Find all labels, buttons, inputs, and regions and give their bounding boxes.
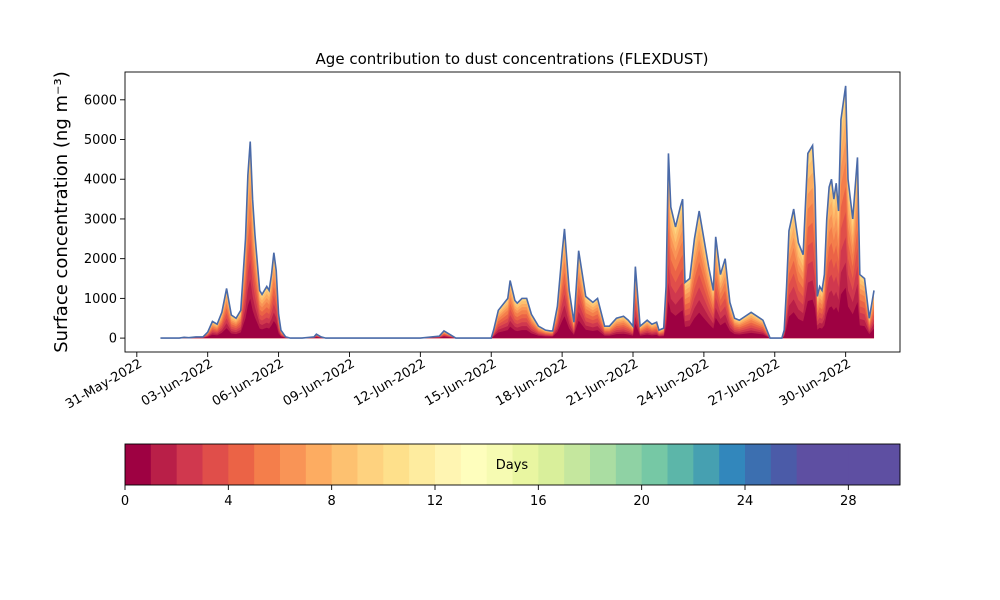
colorbar-cell	[538, 444, 565, 485]
y-axis-label: Surface concentration (ng m⁻³)	[51, 71, 72, 353]
colorbar-tick-label: 12	[427, 494, 444, 509]
x-tick-label: 06-Jun-2022	[210, 356, 287, 409]
x-tick-label: 12-Jun-2022	[352, 356, 429, 409]
y-axis-ticks: 0 1000 2000 3000 4000 5000 6000	[84, 93, 125, 347]
colorbar-tick-label: 24	[737, 494, 754, 509]
colorbar-cell	[848, 444, 875, 485]
colorbar-cell	[667, 444, 694, 485]
colorbar-cell	[383, 444, 410, 485]
age-contribution-layers	[160, 85, 875, 339]
colorbar-cell	[331, 444, 358, 485]
total-concentration-line	[160, 85, 875, 339]
x-tick-label: 15-Jun-2022	[422, 356, 499, 409]
x-tick-label: 21-Jun-2022	[564, 356, 641, 409]
colorbar-tick-label: 28	[840, 494, 857, 509]
y-tick-label: 4000	[84, 173, 117, 188]
colorbar-cell	[254, 444, 281, 485]
colorbar-cell	[512, 444, 539, 485]
y-tick-label: 3000	[84, 212, 117, 227]
plot-area: 0 1000 2000 3000 4000 5000 6000 31-May-202203-…	[63, 71, 901, 412]
colorbar-cell	[280, 444, 307, 485]
colorbar-frame	[124, 443, 901, 486]
x-tick-label: 03-Jun-2022	[139, 356, 216, 409]
colorbar-cell	[590, 444, 617, 485]
colorbar-cell	[125, 444, 152, 485]
y-tick-label: 1000	[84, 292, 117, 307]
colorbar-cell	[693, 444, 720, 485]
colorbar-cell	[874, 444, 901, 485]
colorbar-cell	[460, 444, 488, 485]
y-tick-label: 5000	[84, 133, 117, 148]
x-axis-ticks: 31-May-202203-Jun-202206-Jun-202209-Jun-…	[63, 352, 854, 412]
axes-frame	[124, 71, 901, 353]
colorbar-cell	[564, 444, 591, 485]
colorbar-cell	[409, 444, 436, 485]
colorbar-cell	[357, 444, 384, 485]
colorbar: Days 0 4 8 12 16 20 24 28	[121, 443, 901, 509]
x-tick-label: 27-Jun-2022	[706, 356, 783, 409]
colorbar-cells	[125, 444, 901, 485]
x-tick-label: 09-Jun-2022	[281, 356, 358, 409]
x-tick-label: 31-May-2022	[63, 356, 145, 412]
colorbar-cell	[745, 444, 772, 485]
chart-title: Age contribution to dust concentrations …	[316, 50, 709, 68]
y-tick-label: 2000	[84, 252, 117, 267]
colorbar-cell	[202, 444, 229, 485]
colorbar-tick-label: 4	[224, 494, 232, 509]
colorbar-cell	[770, 444, 798, 485]
x-tick-label: 30-Jun-2022	[777, 356, 854, 409]
colorbar-cell	[150, 444, 178, 485]
colorbar-cell	[641, 444, 668, 485]
colorbar-cell	[615, 444, 643, 485]
y-tick-label: 6000	[84, 93, 117, 108]
colorbar-ticks: 0 4 8 12 16 20 24 28	[121, 485, 857, 509]
colorbar-tick-label: 0	[121, 494, 129, 509]
x-tick-label: 24-Jun-2022	[635, 356, 712, 409]
colorbar-tick-label: 16	[530, 494, 547, 509]
colorbar-cell	[435, 444, 462, 485]
y-tick-label: 0	[109, 332, 117, 347]
colorbar-cell	[486, 444, 513, 485]
colorbar-tick-label: 20	[633, 494, 650, 509]
colorbar-tick-label: 8	[328, 494, 336, 509]
x-tick-label: 18-Jun-2022	[493, 356, 570, 409]
colorbar-cell	[305, 444, 333, 485]
colorbar-cell	[796, 444, 823, 485]
colorbar-cell	[228, 444, 255, 485]
colorbar-label: Days	[496, 458, 529, 473]
colorbar-cell	[176, 444, 203, 485]
colorbar-cell	[719, 444, 746, 485]
age-layer-area	[160, 287, 875, 339]
colorbar-cell	[822, 444, 849, 485]
